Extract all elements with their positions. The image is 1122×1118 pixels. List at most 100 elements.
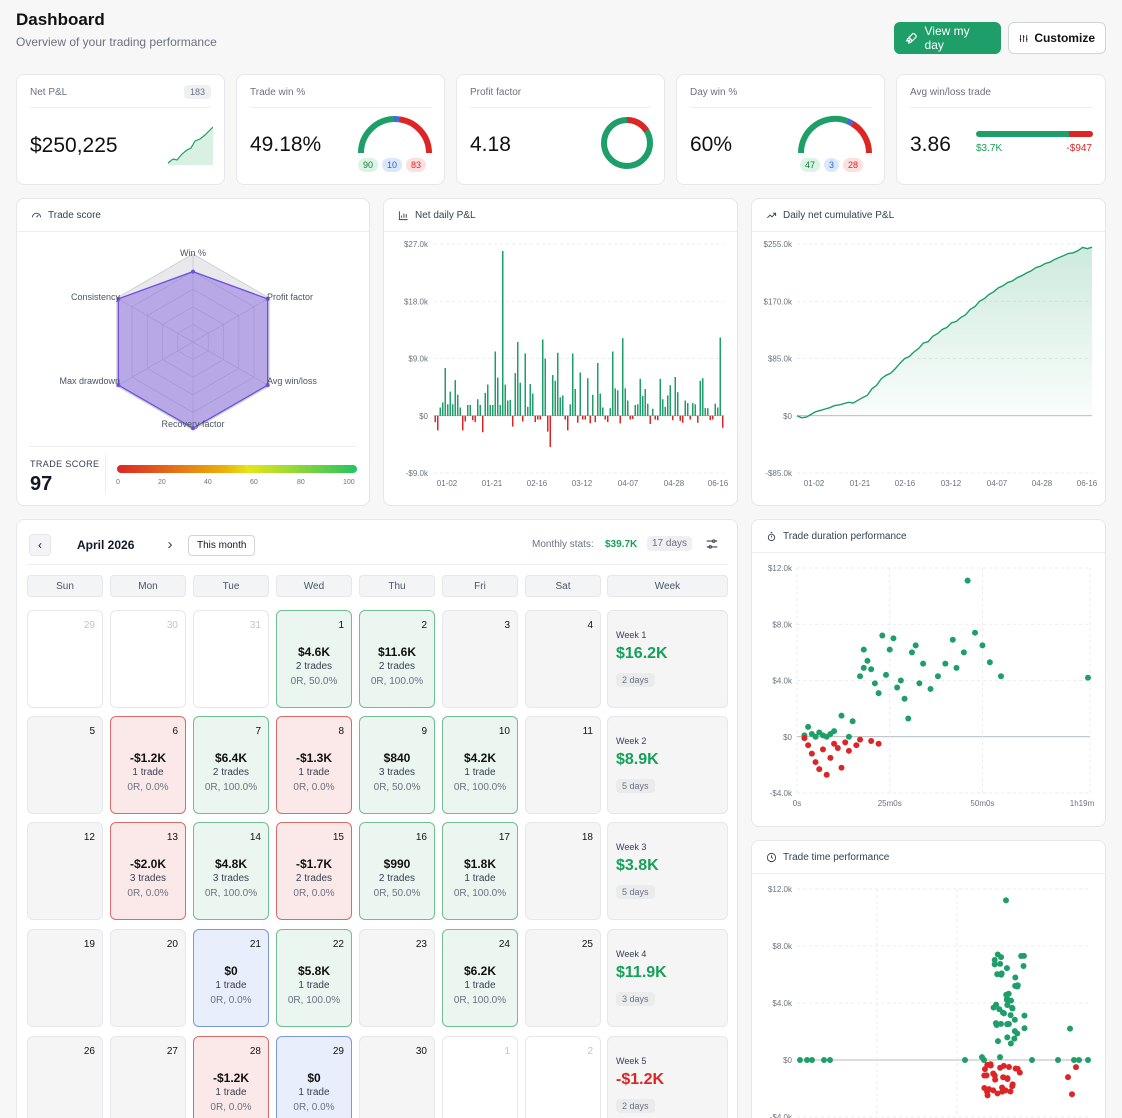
calendar-day-cell[interactable]: 26 (27, 1036, 103, 1118)
avg-win-bar (976, 131, 1069, 137)
calendar-day-cell[interactable]: 29 $0 1 trade 0R, 0.0% (276, 1036, 352, 1118)
calendar-day-cell[interactable]: 5 (27, 716, 103, 814)
view-my-day-button[interactable]: View my day (894, 22, 1001, 54)
scatter-point (1067, 1025, 1073, 1032)
calendar-day-cell[interactable]: 14 $4.8K 3 trades 0R, 100.0% (193, 822, 269, 920)
calendar-day-cell[interactable]: 30 (359, 1036, 435, 1118)
y-tick-label: $9.0k (408, 355, 429, 364)
week-label: Week 3 (616, 842, 647, 852)
calendar-day-cell[interactable]: 2 (525, 1036, 601, 1118)
x-tick-label: 03-12 (941, 479, 962, 488)
calendar-day-cell[interactable]: 23 (359, 929, 435, 1027)
bar (577, 415, 579, 423)
bar (552, 375, 554, 416)
radar-point (191, 426, 195, 431)
calendar-day-cell[interactable]: 28 -$1.2K 1 trade 0R, 0.0% (193, 1036, 269, 1118)
day-number: 31 (249, 620, 261, 631)
day-number: 10 (498, 726, 510, 737)
calendar-day-cell[interactable]: 6 -$1.2K 1 trade 0R, 0.0% (110, 716, 186, 814)
scatter-point (1085, 1057, 1091, 1063)
calendar-day-cell[interactable]: 29 (27, 610, 103, 708)
calendar-day-cell[interactable]: 19 (27, 929, 103, 1027)
day-ratio: 0R, 0.0% (293, 1102, 335, 1113)
bar (709, 415, 711, 421)
calendar-day-cell[interactable]: 8 -$1.3K 1 trade 0R, 0.0% (276, 716, 352, 814)
customize-button[interactable]: Customize (1008, 22, 1106, 54)
radar-spoke (116, 297, 194, 343)
calendar-day-cell[interactable]: 17 $1.8K 1 trade 0R, 100.0% (442, 822, 518, 920)
calendar-day-cell[interactable]: 4 (525, 610, 601, 708)
this-month-button[interactable]: This month (188, 535, 256, 556)
bar (712, 415, 714, 420)
bar (689, 415, 691, 420)
day-ratio: 0R, 50.0% (373, 782, 421, 793)
profit-factor-card: Profit factor 4.18 (456, 74, 665, 185)
scatter-point (1003, 897, 1009, 904)
calendar-day-cell[interactable]: 15 -$1.7K 2 trades 0R, 0.0% (276, 822, 352, 920)
calendar-day-cell[interactable]: 7 $6.4K 2 trades 0R, 100.0% (193, 716, 269, 814)
scatter-point (864, 657, 871, 664)
calendar-day-cell[interactable]: 21 $0 1 trade 0R, 0.0% (193, 929, 269, 1027)
bar (592, 394, 594, 416)
next-month-button[interactable]: › (163, 533, 177, 555)
bar (504, 384, 506, 416)
trade-duration-title: Trade duration performance (783, 530, 907, 542)
calendar-day-cell[interactable]: 30 (110, 610, 186, 708)
day-trades: 1 trade (464, 873, 496, 884)
calendar-settings-button[interactable] (705, 537, 719, 556)
day-number: 11 (582, 726, 593, 737)
scatter-point (860, 646, 867, 653)
bar (562, 395, 564, 416)
bar (582, 415, 584, 420)
calendar-day-cell[interactable]: 27 (110, 1036, 186, 1118)
day-pl: $4.2K (463, 751, 497, 765)
scatter-point (801, 735, 808, 742)
prev-month-button[interactable]: ‹ (29, 534, 51, 556)
radar-point (191, 269, 195, 274)
bar (634, 404, 636, 416)
calendar-day-cell[interactable]: 24 $6.2K 1 trade 0R, 100.0% (442, 929, 518, 1027)
calendar-day-cell[interactable]: 31 (193, 610, 269, 708)
x-tick-label: 1h19m (1070, 799, 1095, 808)
scatter-point (812, 759, 819, 766)
bar (654, 415, 656, 420)
calendar-day-cell[interactable]: 22 $5.8K 1 trade 0R, 100.0% (276, 929, 352, 1027)
scatter-point (834, 745, 841, 751)
calendar-day-cell[interactable]: 9 $840 3 trades 0R, 50.0% (359, 716, 435, 814)
day-number: 6 (172, 726, 178, 737)
calendar-day-cell[interactable]: 12 (27, 822, 103, 920)
calendar-day-cell[interactable]: 2 $11.6K 2 trades 0R, 100.0% (359, 610, 435, 708)
calendar-day-cell[interactable]: 3 (442, 610, 518, 708)
calendar-day-cell[interactable]: 1 $4.6K 2 trades 0R, 50.0% (276, 610, 352, 708)
scatter-point (987, 1061, 994, 1068)
bar (467, 404, 469, 416)
scatter-point (812, 733, 819, 740)
calendar-day-cell[interactable]: 11 (525, 716, 601, 814)
calendar-day-cell[interactable]: 20 (110, 929, 186, 1027)
calendar-day-cell[interactable]: 25 (525, 929, 601, 1027)
scatter-point (1071, 1057, 1077, 1063)
calendar-day-cell[interactable]: 16 $990 2 trades 0R, 50.0% (359, 822, 435, 920)
scatter-point (845, 747, 852, 754)
calendar-day-cell[interactable]: 10 $4.2K 1 trade 0R, 100.0% (442, 716, 518, 814)
view-my-day-label: View my day (924, 24, 970, 52)
scatter-point (1085, 674, 1091, 681)
bar (524, 353, 526, 416)
scatter-point (964, 577, 971, 584)
win-count-pill: 90 (358, 158, 379, 172)
bar (522, 415, 524, 422)
calendar-day-cell[interactable]: 18 (525, 822, 601, 920)
scatter-point (997, 1054, 1003, 1061)
day-ratio: 0R, 100.0% (453, 888, 507, 899)
day-number: 8 (338, 726, 344, 737)
bar (444, 368, 446, 416)
scatter-point (997, 673, 1004, 680)
bar (679, 415, 681, 421)
calendar-day-cell[interactable]: 13 -$2.0K 3 trades 0R, 0.0% (110, 822, 186, 920)
scatter-point (1007, 1088, 1014, 1095)
scatter-point (1014, 983, 1021, 990)
calendar-day-cell[interactable]: 1 (442, 1036, 518, 1118)
day-number: 27 (166, 1046, 178, 1057)
scatter-point (1011, 1035, 1018, 1042)
y-tick-label: -$4.0k (770, 789, 793, 798)
